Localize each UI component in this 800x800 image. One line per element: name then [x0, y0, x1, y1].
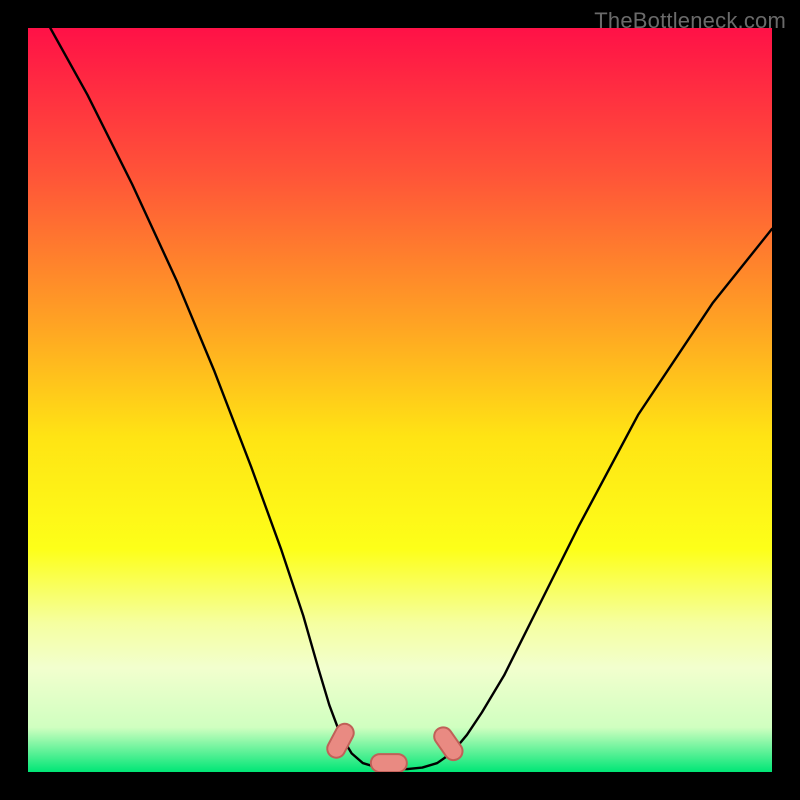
- chart-background: [28, 28, 772, 772]
- plot-area: [28, 28, 772, 772]
- bottleneck-curve-chart: [28, 28, 772, 772]
- chart-outer: TheBottleneck.com: [0, 0, 800, 800]
- watermark-text: TheBottleneck.com: [594, 8, 786, 34]
- marker-1: [371, 754, 407, 772]
